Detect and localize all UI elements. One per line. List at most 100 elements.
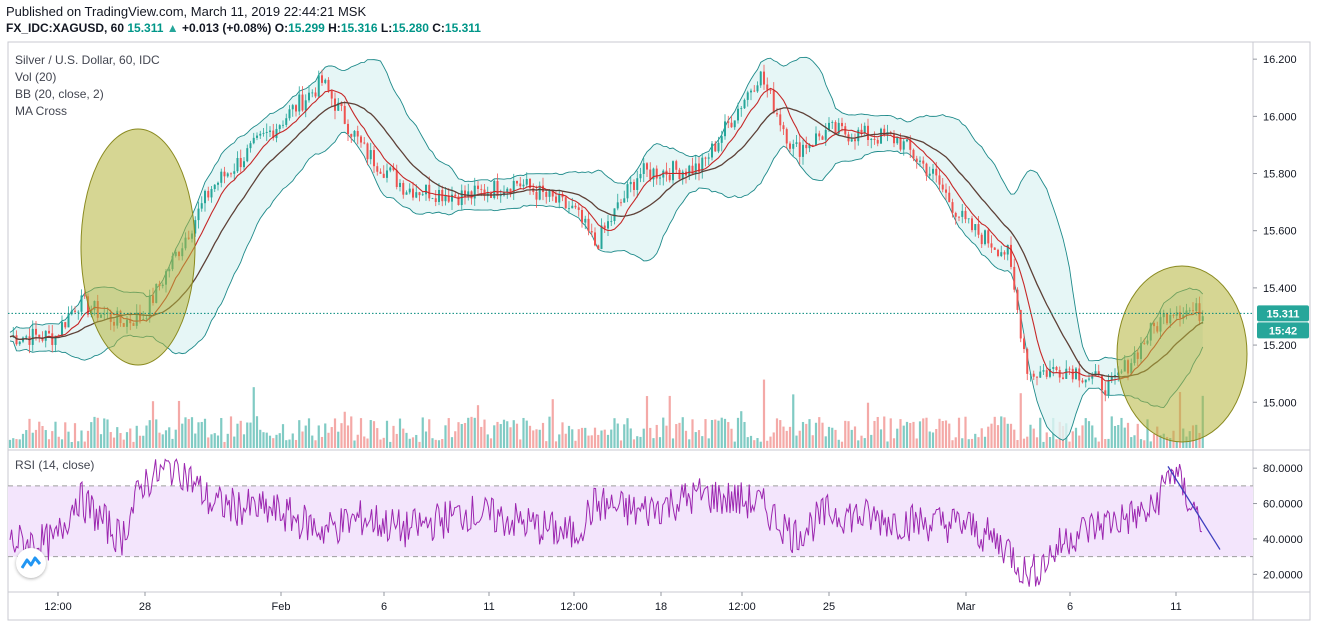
volume-bar [1032, 428, 1035, 448]
last-price-badge [1257, 305, 1309, 322]
volume-bar [561, 422, 564, 448]
legend-title[interactable]: Silver / U.S. Dollar, 60, IDC [15, 53, 160, 67]
candle-body [353, 130, 356, 137]
volume-bar [359, 418, 363, 448]
volume-bar [905, 421, 909, 448]
volume-bar [623, 424, 626, 448]
volume-bar [909, 423, 912, 448]
price-axis-label: 15.000 [1263, 397, 1297, 409]
candle-body [538, 185, 541, 200]
volume-bar [483, 419, 486, 448]
volume-bar [957, 417, 961, 448]
indicator-legend[interactable]: Silver / U.S. Dollar, 60, IDC Vol (20) B… [15, 52, 160, 120]
candle-body [909, 139, 912, 150]
volume-bar [662, 417, 665, 448]
volume-bar [1165, 436, 1169, 448]
volume-bar [987, 426, 990, 448]
volume-bar [990, 423, 993, 448]
volume-bar [366, 438, 369, 448]
volume-bar [1175, 441, 1178, 448]
tradingview-logo-icon[interactable] [16, 548, 46, 578]
volume-bar [463, 422, 467, 448]
volume-bar [116, 427, 119, 448]
legend-volume[interactable]: Vol (20) [15, 70, 57, 84]
volume-bar [528, 425, 532, 448]
volume-bar [431, 438, 434, 448]
candle-body [659, 177, 661, 179]
candle-body [896, 137, 899, 144]
volume-bar [376, 428, 379, 448]
volume-bar [896, 428, 899, 448]
volume-bar [892, 438, 896, 448]
volume-bar [701, 436, 704, 448]
volume-bar [1009, 423, 1013, 448]
candle-body [41, 338, 44, 341]
volume-bar [281, 424, 285, 448]
volume-bar [974, 433, 977, 448]
volume-bar [1097, 441, 1100, 448]
volume-bar [970, 438, 974, 448]
time-axis-label: 6 [381, 601, 387, 613]
candle-body [1036, 376, 1038, 378]
volume-bar [1156, 426, 1159, 448]
bollinger-upper-line [9, 56, 1204, 362]
volume-bar [506, 421, 509, 448]
candle-body [805, 144, 808, 149]
candle-body [707, 157, 710, 159]
volume-bar [1143, 440, 1146, 448]
candle-body [28, 336, 31, 345]
volume-bar [112, 437, 116, 448]
candle-body [1104, 390, 1107, 396]
candle-body [350, 134, 353, 137]
legend-bollinger[interactable]: BB (20, close, 2) [15, 87, 104, 101]
volume-bar [967, 439, 970, 448]
candle-body [1091, 375, 1094, 379]
volume-bar [860, 435, 863, 448]
candle-body [1071, 368, 1074, 380]
volume-bar [772, 432, 775, 448]
volume-bar [324, 423, 327, 448]
volume-bar [876, 416, 879, 448]
volume-bar [814, 422, 818, 448]
candle-body [854, 139, 856, 142]
volume-bar [122, 439, 125, 448]
volume-bar [515, 423, 519, 448]
volume-bar [961, 438, 964, 448]
candle-body [834, 122, 837, 134]
volume-bar [954, 437, 957, 448]
candle-body [672, 161, 674, 181]
rsi-trend-line [1167, 466, 1221, 550]
volume-bar [379, 439, 382, 448]
candle-body [603, 225, 606, 229]
volume-bar [353, 440, 356, 448]
volume-bar [1074, 427, 1078, 448]
volume-bar [207, 437, 210, 448]
volume-bar [928, 431, 931, 448]
volume-bar [67, 431, 70, 448]
volume-bar [746, 437, 749, 448]
legend-ma-cross[interactable]: MA Cross [15, 104, 68, 118]
volume-bar [1003, 417, 1006, 448]
candle-body [366, 143, 369, 160]
volume-bar [1130, 437, 1133, 448]
rsi-legend[interactable]: RSI (14, close) [15, 458, 95, 472]
candle-body [779, 114, 782, 126]
volume-bar [626, 418, 629, 448]
candle-body [668, 174, 671, 181]
candle-body [363, 142, 366, 144]
volume-bar [1045, 432, 1048, 448]
volume-bar [980, 428, 983, 448]
close-label: C: [432, 21, 445, 35]
volume-bar [512, 420, 515, 448]
volume-bar [181, 423, 184, 448]
volume-bar [574, 440, 577, 448]
candle-body [694, 163, 697, 174]
candle-body [262, 132, 265, 134]
volume-bar [704, 419, 707, 448]
candle-body [61, 322, 63, 336]
volume-bar [1035, 437, 1039, 448]
volume-bar [1042, 441, 1045, 448]
candle-body [987, 230, 990, 244]
volume-bar [857, 440, 860, 448]
